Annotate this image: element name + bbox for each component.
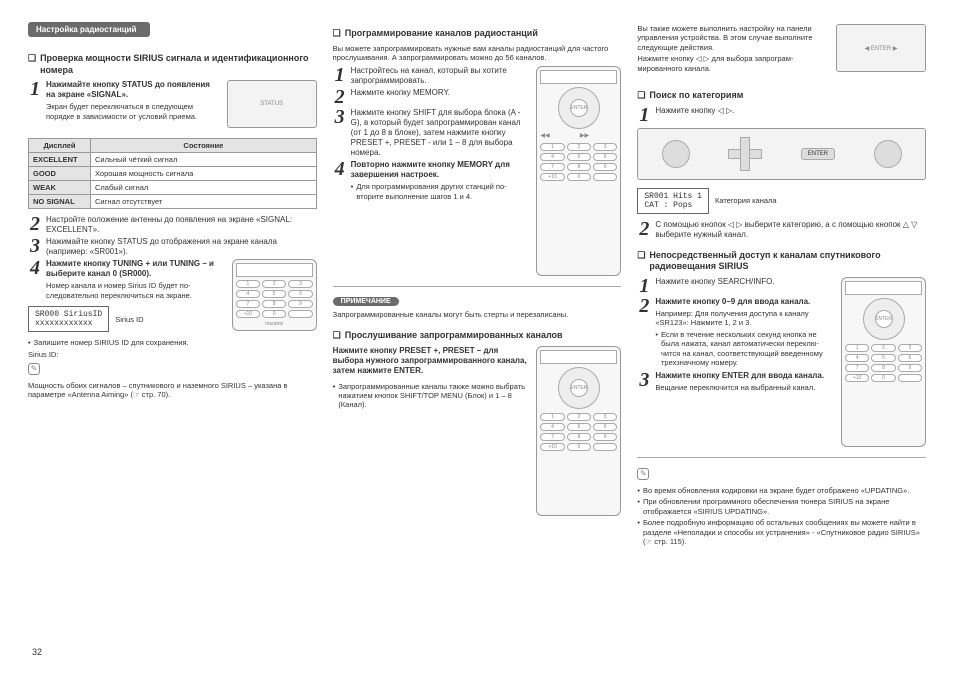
header-tab: Настройка радиостанций xyxy=(28,22,150,37)
c1-step4: 4 Нажмите кнопку TUNING + или TUNING – и… xyxy=(28,259,226,300)
c1-step2: 2 Настройте положение антенны до появлен… xyxy=(28,215,317,235)
cell: NO SIGNAL xyxy=(29,195,91,209)
c2-sec2-title-text: Прослушивание запрограммированных канало… xyxy=(345,330,563,342)
cell: Слабый сигнал xyxy=(91,181,317,195)
c1-sec1-title-text: Проверка мощности SIRIUS сигнала и идент… xyxy=(40,53,317,76)
c3-s2-step2-bold: Нажмите кнопку 0–9 для ввода канала. xyxy=(655,297,810,306)
c1-step4-bold: Нажмите кнопку TUNING + или TUNING – и в… xyxy=(46,259,214,278)
enter-label-icon: ◀ ENTER ▶ xyxy=(865,45,898,52)
c3-foot-b2: При обновлении программного обеспечения … xyxy=(637,497,926,516)
c2-step2: 2 Нажмите кнопку MEMORY. xyxy=(333,88,531,106)
remote-illustration-1: 123 456 789 +100 marantz xyxy=(232,259,317,331)
c3-sec2-title-text: Непосредственный доступ к каналам спутни… xyxy=(649,250,926,273)
hand-icon: ✎ xyxy=(637,468,649,480)
c3-step1: 1 Нажмите кнопку ◁ ▷. xyxy=(637,106,926,124)
c3-s2-step2: 2 Нажмите кнопку 0–9 для ввода канала. Н… xyxy=(637,297,835,369)
c2-step3: 3 Нажмите кнопку SHIFT для выбора бло­ка… xyxy=(333,108,531,158)
column-2: ❑Программирование каналов радиостанций В… xyxy=(333,22,622,548)
c2-sec1-title-text: Программирование каналов радиостанций xyxy=(345,28,538,40)
enter-icon: ENTER xyxy=(570,379,588,397)
c2-step1: 1 Настройтесь на канал, который вы хотит… xyxy=(333,66,531,86)
column-1: Настройка радиостанций ❑Проверка мощност… xyxy=(28,22,317,548)
c3-s2-step3-note: Вещание переключится на выбранный канал. xyxy=(655,383,835,392)
cell: Сильный чёткий сигнал xyxy=(91,153,317,167)
c2-sec1-title: ❑Программирование каналов радиостанций xyxy=(333,28,622,40)
c1-footnote: Мощность обоих сигналов – спутникового и… xyxy=(28,381,317,400)
cat-lcd-line: SR001 Hits 1 CAT : Pops Категория канала xyxy=(637,184,926,218)
c3-sec1-title: ❑Поиск по категориям xyxy=(637,90,926,102)
cell: GOOD xyxy=(29,167,91,181)
panel-illustration: ENTER xyxy=(637,128,926,180)
status-label-icon: STATUS xyxy=(260,101,283,107)
c2-listen-bold: Нажмите кнопку PRESET +, PRESET – для вы… xyxy=(333,346,527,375)
c1-step1-note: Экран будет переключаться в сле­дующем п… xyxy=(46,102,221,121)
c3-sec2-title: ❑Непосредственный доступ к каналам спутн… xyxy=(637,250,926,273)
c3-s2-step1: 1 Нажмите кнопку SEARCH/INFO. xyxy=(637,277,835,295)
c3-step2-text: С помощью кнопок ◁ ▷ выберите категорию,… xyxy=(655,220,926,240)
column-3: ◀ ENTER ▶ Вы также можете выполнить наст… xyxy=(637,22,926,548)
c2-note-text: Запрограммированные каналы могут быть ст… xyxy=(333,310,622,319)
signal-table: Дисплей Состояние EXCELLENTСильный чётки… xyxy=(28,138,317,209)
sirius-lcd-line: SR000 SiriusID xxxxxxxxxxxx Sirius ID xyxy=(28,302,226,336)
sirius-write-note: Запишите номер SIRIUS ID для сохранения. xyxy=(28,338,317,347)
sirius-lcd: SR000 SiriusID xxxxxxxxxxxx xyxy=(28,306,109,332)
c1-step4-note: Номер канала и номер Sirius ID будет по­… xyxy=(46,281,226,300)
c3-s2-step2-note: Например: Для получения доступа к каналу… xyxy=(655,309,835,328)
c2-step4-note: Для программирования других станций по­в… xyxy=(351,182,531,201)
enter-button-icon: ENTER xyxy=(801,148,835,160)
c3-s2-step3-bold: Нажмите кнопку ENTER для ввода канала. xyxy=(655,371,824,380)
c2-step1-text: Настройтесь на канал, который вы хотите … xyxy=(351,66,531,86)
c3-sec1-title-text: Поиск по категориям xyxy=(649,90,743,102)
th-state: Состояние xyxy=(91,139,317,153)
c3-step2: 2 С помощью кнопок ◁ ▷ выберите категори… xyxy=(637,220,926,240)
sirius-id-field: Sirius ID: xyxy=(28,350,317,359)
cell: Хорошая мощность сигнала xyxy=(91,167,317,181)
c1-step1-bold: Нажимайте кнопку STATUS до появления на … xyxy=(46,80,210,99)
c1-step3: 3 Нажимайте кнопку STATUS до отображения… xyxy=(28,237,317,257)
c2-step4: 4 Повторно нажмите кнопку MEMORY для зав… xyxy=(333,160,531,203)
c2-step2-text: Нажмите кнопку MEMORY. xyxy=(351,88,531,106)
remote-illustration-4: ENTER 123 456 789 +100 xyxy=(841,277,926,447)
c2-listen-note: Запрограммированные каналы также можно в… xyxy=(333,382,531,410)
note-pill: ПРИМЕЧАНИЕ xyxy=(333,297,399,306)
c3-s2-step1-text: Нажмите кнопку SEARCH/INFO. xyxy=(655,277,835,295)
page-number: 32 xyxy=(32,647,42,657)
manual-page: Настройка радиостанций ❑Проверка мощност… xyxy=(0,0,954,558)
c3-s2-step3: 3 Нажмите кнопку ENTER для ввода канала.… xyxy=(637,371,835,392)
c3-foot-b1: Во время обновления кодировки на экране … xyxy=(637,486,926,495)
cell: Сигнал отсутствует xyxy=(91,195,317,209)
enter-icon: ENTER xyxy=(875,310,893,328)
cell: EXCELLENT xyxy=(29,153,91,167)
remote-illustration-3: ENTER 123 456 789 +100 xyxy=(536,346,621,516)
c3-step1-text: Нажмите кнопку ◁ ▷. xyxy=(655,106,926,124)
enter-icon: ENTER xyxy=(570,99,588,117)
c2-sec2-title: ❑Прослушивание запрограммированных канал… xyxy=(333,330,622,342)
cat-label: Категория канала xyxy=(715,196,777,205)
c3-foot-b3: Более подробную информацию об остальных … xyxy=(637,518,926,546)
c2-intro: Вы можете запрограммировать нужные вам к… xyxy=(333,44,622,63)
c1-step2-text: Настройте положение антенны до появления… xyxy=(46,215,317,235)
hand-icon: ✎ xyxy=(28,363,40,375)
c3-s2-step2-bullet: Если в течение нескольких секунд кнопка … xyxy=(655,330,835,368)
receiver-illustration: STATUS xyxy=(227,80,317,128)
c1-step3-text: Нажимайте кнопку STATUS до отображения н… xyxy=(46,237,317,257)
remote-illustration-2: ENTER ◀◀▶▶ 123 456 789 +100 xyxy=(536,66,621,276)
cell: WEAK xyxy=(29,181,91,195)
c2-step4-bold: Повторно нажмите кнопку MEMORY для завер… xyxy=(351,160,510,179)
c1-sec1-title: ❑Проверка мощности SIRIUS сигнала и иден… xyxy=(28,53,317,76)
c1-step1: 1 Нажимайте кнопку STATUS до появления н… xyxy=(28,80,221,121)
cat-lcd: SR001 Hits 1 CAT : Pops xyxy=(637,188,709,214)
c2-step3-text: Нажмите кнопку SHIFT для выбора бло­ка (… xyxy=(351,108,531,158)
divider xyxy=(333,286,622,287)
th-display: Дисплей xyxy=(29,139,91,153)
divider xyxy=(637,457,926,458)
receiver-illustration-2: ◀ ENTER ▶ xyxy=(836,24,926,72)
sirius-id-label: Sirius ID xyxy=(115,315,143,324)
